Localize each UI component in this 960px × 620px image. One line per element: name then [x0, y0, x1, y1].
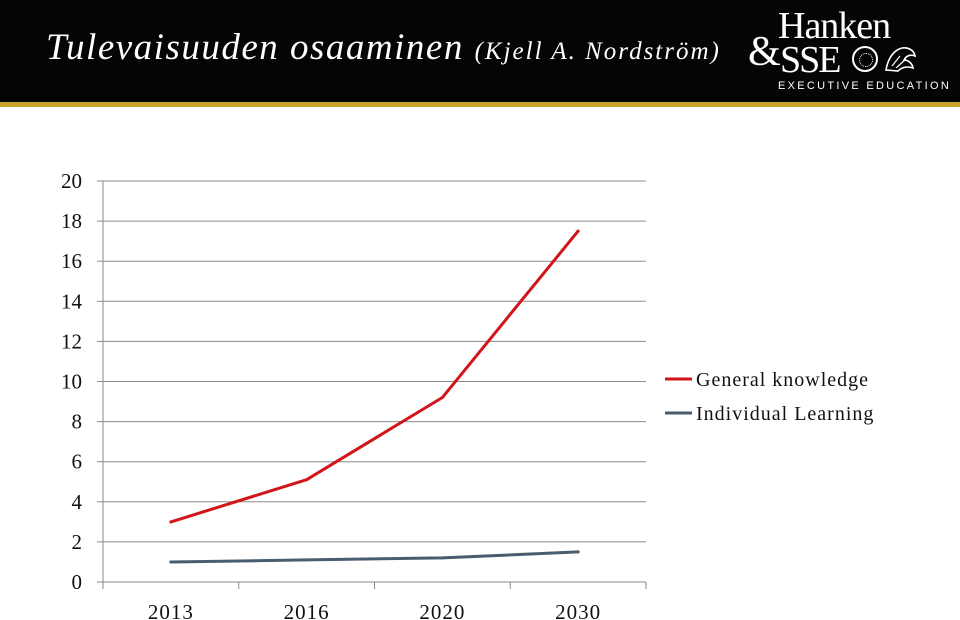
header-accent-bar — [0, 102, 960, 107]
y-tick-label-0: 0 — [72, 570, 83, 594]
x-tick-label-2030: 2030 — [555, 600, 601, 620]
series-1-point-1 — [305, 558, 309, 562]
page-title: Tulevaisuuden osaaminen (Kjell A. Nordst… — [46, 26, 721, 69]
legend-label-1: Individual Learning — [696, 403, 874, 425]
series-line-0 — [169, 229, 580, 524]
y-tick-label-8: 8 — [72, 410, 83, 434]
logo-ampersand: & — [748, 29, 781, 75]
y-tick-label-16: 16 — [61, 249, 82, 273]
y-tick-label-12: 12 — [61, 329, 82, 353]
series-1-point-3 — [576, 550, 580, 554]
x-tick-label-2020: 2020 — [419, 600, 465, 620]
y-tick-label-6: 6 — [72, 450, 83, 474]
logo-sse: SSE — [780, 39, 842, 81]
y-tick-label-4: 4 — [72, 490, 83, 514]
series-1-point-0 — [169, 560, 173, 564]
legend-label-0: General knowledge — [696, 369, 869, 391]
chart-legend: General knowledge Individual Learning — [665, 369, 874, 425]
hanken-sse-logo: & Hanken SSE EXECUTIVE EDUCATION — [748, 4, 949, 94]
y-tick-label-10: 10 — [61, 370, 82, 394]
series-0-point-2 — [440, 396, 444, 400]
chart-axes — [97, 180, 647, 589]
y-tick-label-20: 20 — [61, 169, 82, 193]
header-bar: Tulevaisuuden osaaminen (Kjell A. Nordst… — [0, 0, 960, 102]
y-tick-label-18: 18 — [61, 209, 82, 233]
chart-series — [169, 229, 580, 564]
page-title-author: (Kjell A. Nordström) — [474, 38, 721, 65]
y-tick-label-14: 14 — [61, 289, 83, 313]
y-tick-label-2: 2 — [72, 530, 83, 554]
y-axis-ticks: 0 2 4 6 8 10 12 14 16 18 20 — [61, 169, 83, 594]
crest-icon — [885, 47, 917, 72]
series-line-1 — [169, 550, 580, 564]
chart-gridlines — [103, 180, 646, 543]
seal-icon — [852, 46, 878, 72]
logo-executive-education: EXECUTIVE EDUCATION — [778, 80, 952, 92]
x-tick-label-2016: 2016 — [284, 600, 330, 620]
series-0-point-1 — [305, 478, 309, 482]
x-tick-label-2013: 2013 — [148, 600, 194, 620]
logo-hanken: Hanken — [778, 5, 891, 47]
series-0-point-0 — [169, 520, 173, 524]
x-axis-ticks: 2013 2016 2020 2030 — [148, 600, 601, 620]
series-1-point-2 — [440, 556, 444, 560]
series-0-point-3 — [576, 229, 580, 233]
page-title-main: Tulevaisuuden osaaminen — [46, 27, 464, 68]
